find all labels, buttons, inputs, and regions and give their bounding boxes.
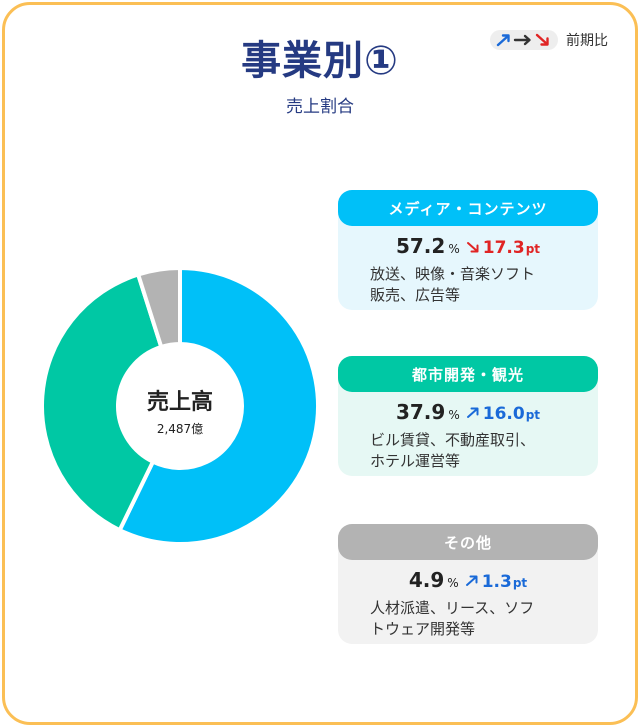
segment-stats: 37.9 % 16.0 pt bbox=[338, 400, 598, 428]
donut-chart bbox=[40, 266, 320, 546]
donut-center-label: 売上高 bbox=[146, 390, 213, 415]
segment-share: 37.9 bbox=[395, 400, 446, 424]
segment-stats: 57.2 % 17.3 pt bbox=[338, 234, 598, 262]
segment-share-unit: % bbox=[448, 242, 460, 256]
segment-share-unit: % bbox=[448, 408, 460, 422]
segment-name: 都市開発・観光 bbox=[338, 356, 598, 392]
segment-description: 人材派遣、リース、ソフ トウェア開発等 bbox=[338, 596, 598, 640]
segment-change-unit: pt bbox=[525, 242, 541, 256]
description-line: トウェア開発等 bbox=[370, 620, 476, 638]
segment-stats: 4.9 % 1.3 pt bbox=[338, 568, 598, 596]
donut-slice-1 bbox=[40, 272, 164, 533]
segment-share-unit: % bbox=[447, 576, 459, 590]
donut-slice-2 bbox=[136, 266, 182, 349]
page-title: 事業別① bbox=[241, 38, 399, 84]
up-right-arrow-icon bbox=[465, 575, 478, 586]
segment-name: その他 bbox=[338, 524, 598, 560]
donut-center-value: 2,487億 bbox=[156, 422, 204, 436]
segment-change-unit: pt bbox=[512, 576, 528, 590]
segment-change-unit: pt bbox=[525, 408, 541, 422]
segment-change: 16.0 bbox=[482, 404, 525, 424]
segment-description: ビル賃貸、不動産取引、 ホテル運営等 bbox=[338, 428, 598, 472]
up-right-arrow-icon bbox=[466, 407, 479, 418]
segment-card-media: メディア・コンテンツ 57.2 % 17.3 pt 放送、映像・音楽ソフト 販売… bbox=[338, 190, 598, 310]
segment-change: 17.3 bbox=[482, 238, 525, 258]
segment-card-urban: 都市開発・観光 37.9 % 16.0 pt ビル賃貸、不動産取引、 ホテル運営… bbox=[338, 356, 598, 476]
legend-label: 前期比 bbox=[566, 33, 608, 49]
legend-arrows bbox=[490, 30, 558, 50]
legend: 前期比 bbox=[490, 30, 608, 50]
segment-share: 57.2 bbox=[395, 234, 446, 258]
description-line: 放送、映像・音楽ソフト bbox=[370, 265, 536, 283]
segment-share: 4.9 bbox=[408, 568, 445, 592]
page-subtitle: 売上割合 bbox=[286, 97, 354, 117]
segment-card-other: その他 4.9 % 1.3 pt 人材派遣、リース、ソフ トウェア開発等 bbox=[338, 524, 598, 644]
description-line: ホテル運営等 bbox=[370, 452, 461, 470]
description-line: ビル賃貸、不動産取引、 bbox=[370, 431, 536, 449]
description-line: 販売、広告等 bbox=[370, 286, 461, 304]
segment-name: メディア・コンテンツ bbox=[338, 190, 598, 226]
down-right-arrow-icon bbox=[466, 242, 479, 253]
description-line: 人材派遣、リース、ソフ bbox=[370, 599, 535, 617]
segment-description: 放送、映像・音楽ソフト 販売、広告等 bbox=[338, 262, 598, 306]
donut-slice-0 bbox=[117, 266, 320, 546]
up-right-down-arrows-icon bbox=[496, 33, 549, 47]
segment-change: 1.3 bbox=[481, 572, 512, 592]
